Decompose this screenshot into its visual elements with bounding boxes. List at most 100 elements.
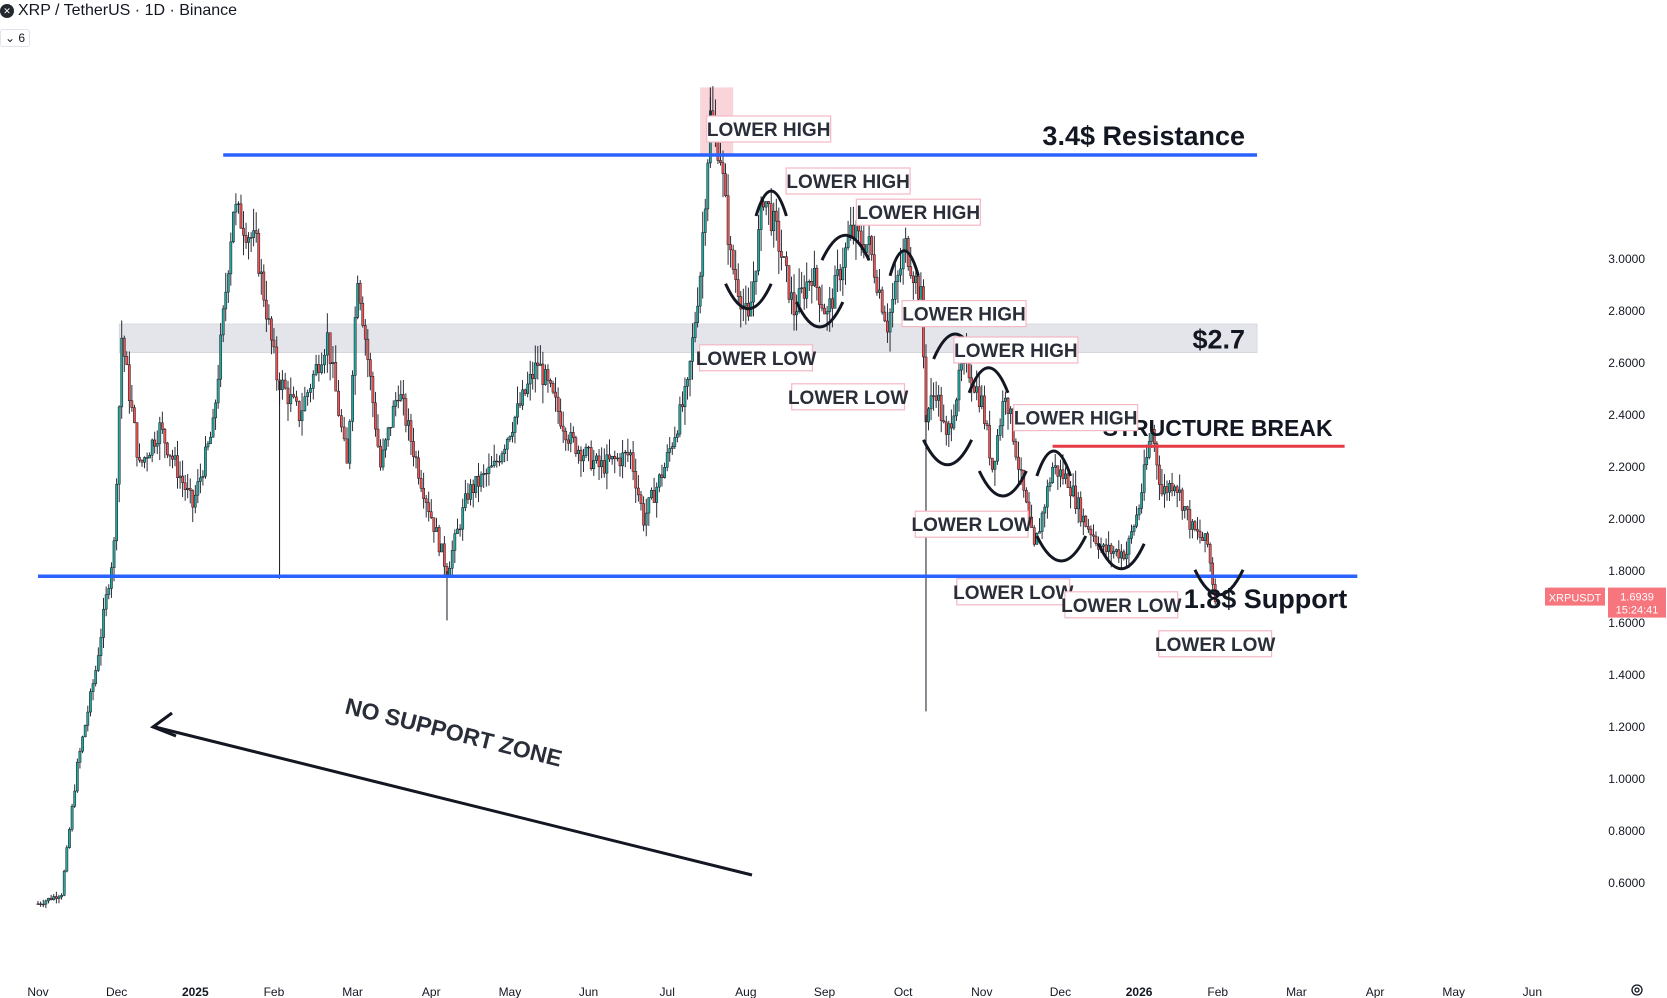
- candle-body: [859, 230, 863, 245]
- candle-body: [828, 298, 832, 312]
- candle-body: [996, 435, 999, 462]
- candle-body: [342, 426, 346, 440]
- candle-body: [574, 437, 578, 454]
- indicator-count: 6: [18, 31, 26, 45]
- candle-body: [613, 456, 617, 460]
- candle-body: [41, 903, 45, 906]
- candle-body: [592, 460, 596, 470]
- candle-body: [724, 173, 727, 196]
- candle-body: [919, 286, 923, 300]
- x-tick-label: 2026: [1126, 985, 1153, 998]
- candle-body: [813, 267, 816, 286]
- candle-body: [325, 332, 329, 356]
- candle-body: [78, 750, 82, 763]
- y-tick-label: 0.6000: [1608, 876, 1645, 890]
- candle-body: [117, 406, 121, 485]
- candle-body: [883, 311, 887, 322]
- candle-body: [688, 361, 692, 380]
- y-tick-label: 2.8000: [1608, 304, 1645, 318]
- candle-body: [1102, 544, 1105, 547]
- candle-body: [683, 386, 687, 408]
- x-tick-label: Jul: [660, 985, 675, 998]
- candle-body: [340, 415, 343, 428]
- candle-body: [528, 374, 532, 385]
- candle-body: [314, 364, 318, 375]
- x-tick-label: Feb: [1207, 985, 1228, 998]
- candle-body: [795, 311, 798, 316]
- candle-body: [544, 369, 547, 385]
- candle-body: [721, 162, 725, 174]
- candle-body: [939, 394, 943, 421]
- swing-low-arc: [724, 283, 773, 311]
- candle-body: [608, 454, 611, 460]
- y-tick-label: 0.8000: [1608, 824, 1645, 838]
- candle-body: [564, 430, 568, 441]
- support-label: 1.8$ Support: [1184, 584, 1348, 614]
- candle-body: [551, 383, 555, 393]
- candle-body: [371, 376, 375, 404]
- candle-body: [886, 320, 889, 333]
- candle-body: [1076, 497, 1080, 510]
- candle-body: [148, 454, 151, 459]
- candle-body: [526, 383, 530, 394]
- annotation-box: [953, 336, 1079, 364]
- x-tick-label: Apr: [422, 985, 441, 998]
- candles-layer: [36, 86, 1217, 909]
- indicators-toggle-button[interactable]: ⌄ 6: [0, 29, 31, 47]
- candle-body: [432, 517, 436, 532]
- candle-body: [833, 275, 837, 309]
- candle-body: [1040, 512, 1044, 532]
- candle-body: [792, 292, 796, 316]
- candle-body: [206, 443, 210, 448]
- candle-body: [1191, 521, 1194, 530]
- candle-body: [221, 308, 225, 336]
- candle-body: [875, 276, 879, 293]
- candle-body: [1188, 509, 1192, 530]
- candle-body: [800, 287, 804, 289]
- candle-body: [229, 241, 233, 275]
- swing-low-arc: [795, 301, 845, 329]
- candle-body: [412, 441, 415, 457]
- candle-body: [358, 283, 362, 304]
- candle-body: [181, 475, 184, 484]
- candle-body: [1175, 486, 1179, 493]
- candle-body: [503, 448, 507, 454]
- candle-body: [303, 396, 307, 411]
- candle-body: [1014, 441, 1018, 458]
- settings-gear-icon[interactable]: [1630, 983, 1644, 997]
- candle-body: [409, 420, 413, 442]
- candle-body: [1147, 441, 1151, 458]
- candle-body: [521, 389, 524, 406]
- candle-body: [186, 488, 190, 490]
- y-tick-label: 1.0000: [1608, 772, 1645, 786]
- candle-body: [300, 410, 304, 422]
- candle-body: [348, 421, 352, 464]
- candle-body: [1165, 486, 1169, 493]
- candle-body: [523, 389, 527, 394]
- candle-body: [610, 456, 614, 460]
- candle-body: [1119, 551, 1123, 559]
- x-tick-label: Dec: [1050, 985, 1071, 998]
- candle-body: [39, 903, 42, 905]
- candle-body: [1004, 397, 1007, 402]
- candle-body: [83, 725, 87, 738]
- candle-body: [670, 446, 674, 449]
- candle-body: [538, 363, 542, 366]
- x-tick-label: 2025: [182, 985, 209, 998]
- candle-body: [639, 494, 643, 504]
- candle-body: [138, 457, 141, 461]
- candle-body: [366, 338, 370, 360]
- candle-body: [691, 337, 694, 362]
- annotation-label: LOWER LOW: [953, 583, 1073, 604]
- candle-body: [1160, 484, 1164, 495]
- annotation-label: LOWER LOW: [696, 349, 816, 370]
- candle-body: [1051, 466, 1054, 484]
- candle-body: [239, 203, 243, 229]
- candle-body: [60, 895, 63, 898]
- candle-body: [384, 439, 387, 451]
- candle-body: [1173, 486, 1176, 492]
- candle-body: [511, 432, 514, 437]
- candle-body: [1087, 526, 1090, 530]
